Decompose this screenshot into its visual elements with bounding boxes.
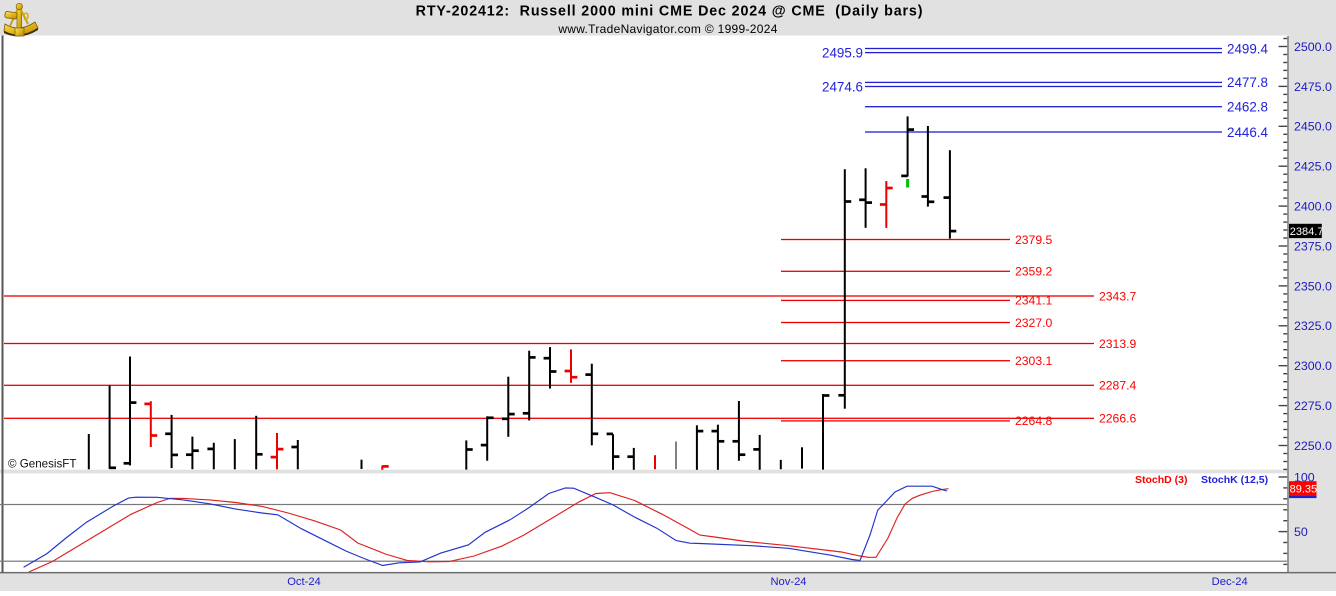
svg-text:2303.1: 2303.1 — [1015, 354, 1052, 368]
svg-text:2343.7: 2343.7 — [1099, 289, 1136, 303]
svg-text:Dec-24: Dec-24 — [1212, 576, 1248, 588]
svg-text:2359.2: 2359.2 — [1015, 265, 1052, 279]
svg-text:2327.0: 2327.0 — [1015, 316, 1052, 330]
svg-text:RTY-202412: Russell 2000 mini: RTY-202412: Russell 2000 mini CME Dec 20… — [416, 4, 924, 20]
svg-text:2350.0: 2350.0 — [1294, 279, 1332, 293]
svg-text:2375.0: 2375.0 — [1294, 239, 1332, 253]
svg-text:2341.1: 2341.1 — [1015, 294, 1052, 308]
svg-text:2275.0: 2275.0 — [1294, 399, 1332, 413]
svg-text:2266.6: 2266.6 — [1099, 412, 1136, 426]
svg-text:2264.8: 2264.8 — [1015, 414, 1052, 428]
svg-text:StochD (3): StochD (3) — [1135, 474, 1188, 486]
svg-text:2400.0: 2400.0 — [1294, 200, 1332, 214]
svg-text:2384.7: 2384.7 — [1290, 226, 1324, 238]
svg-text:2446.4: 2446.4 — [1227, 125, 1269, 140]
svg-text:2450.0: 2450.0 — [1294, 120, 1332, 134]
svg-text:Oct-24: Oct-24 — [287, 576, 321, 588]
svg-text:StochK (12,5): StochK (12,5) — [1201, 474, 1268, 486]
svg-text:www.TradeNavigator.com © 1999-: www.TradeNavigator.com © 1999-2024 — [557, 22, 777, 36]
svg-text:2499.4: 2499.4 — [1227, 41, 1269, 56]
svg-text:2425.0: 2425.0 — [1294, 160, 1332, 174]
svg-text:2462.8: 2462.8 — [1227, 100, 1268, 115]
svg-text:50: 50 — [1294, 525, 1308, 539]
svg-text:2495.9: 2495.9 — [822, 45, 863, 60]
svg-text:89.35: 89.35 — [1290, 483, 1318, 495]
svg-text:2300.0: 2300.0 — [1294, 359, 1332, 373]
svg-text:2500.0: 2500.0 — [1294, 40, 1332, 54]
svg-text:2250.0: 2250.0 — [1294, 439, 1332, 453]
svg-text:Nov-24: Nov-24 — [770, 576, 806, 588]
svg-text:2475.0: 2475.0 — [1294, 80, 1332, 94]
svg-text:2379.5: 2379.5 — [1015, 233, 1052, 247]
svg-text:2477.8: 2477.8 — [1227, 75, 1268, 90]
svg-text:100: 100 — [1294, 470, 1315, 484]
svg-text:2325.0: 2325.0 — [1294, 319, 1332, 333]
svg-text:2287.4: 2287.4 — [1099, 379, 1136, 393]
svg-text:© GenesisFT: © GenesisFT — [8, 458, 76, 471]
svg-text:2313.9: 2313.9 — [1099, 337, 1136, 351]
svg-text:2474.6: 2474.6 — [822, 79, 863, 94]
